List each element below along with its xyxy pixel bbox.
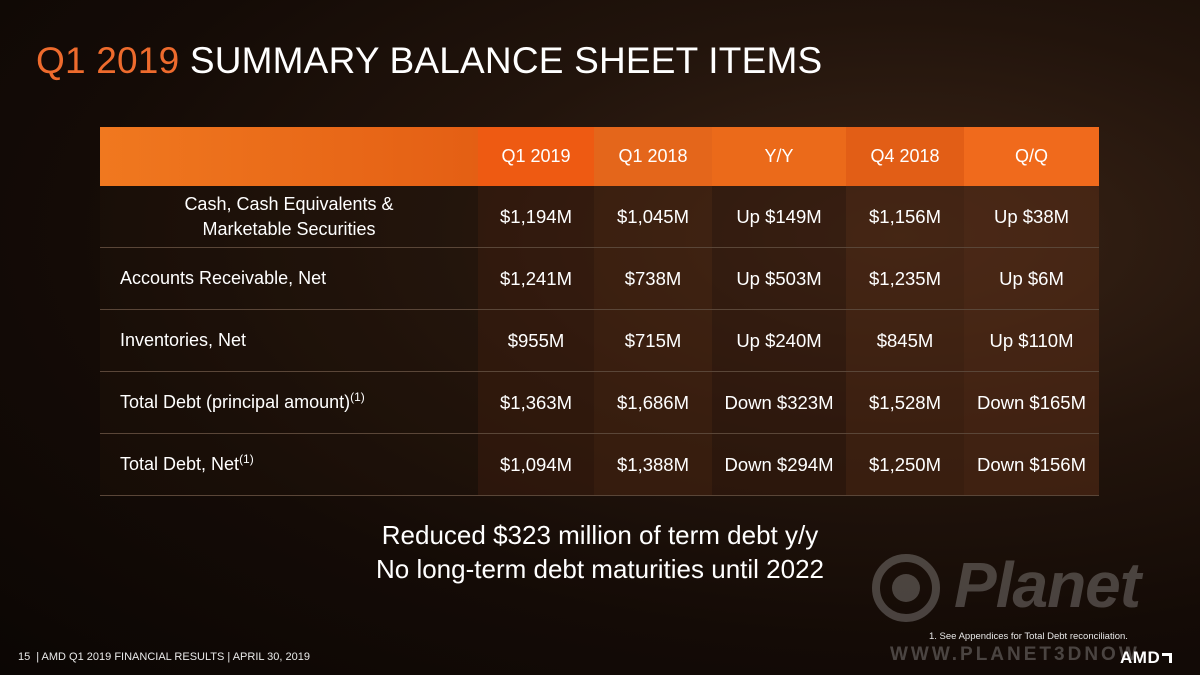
- column-header-qq: Q/Q: [964, 127, 1099, 186]
- cell-value: $1,045M: [594, 186, 712, 248]
- cell-value: $1,388M: [594, 433, 712, 496]
- cell-value: Up $503M: [712, 247, 846, 310]
- column-header-yy: Y/Y: [712, 127, 846, 186]
- footer-text: | AMD Q1 2019 FINANCIAL RESULTS | APRIL …: [36, 651, 310, 663]
- cell-value: $845M: [846, 309, 964, 372]
- row-label-total-debt-net-text: Total Debt, Net: [120, 454, 240, 474]
- cell-value: Up $110M: [964, 309, 1099, 372]
- cell-value: Up $38M: [964, 186, 1099, 248]
- table-row-total-debt: Total Debt (principal amount)(1) $1,363M…: [100, 371, 1099, 434]
- row-label-inventories: Inventories, Net: [100, 309, 478, 372]
- row-label-cash-line2: Marketable Securities: [202, 218, 376, 239]
- page-number: 15: [18, 651, 31, 663]
- column-header-q1-2018: Q1 2018: [594, 127, 712, 186]
- summary-line-1: Reduced $323 million of term debt y/y: [381, 520, 819, 550]
- cell-value: $1,250M: [846, 433, 964, 496]
- planet3dnow-watermark: Planet WWW.PLANET3DNOW: [868, 548, 1198, 670]
- amd-logo-text: AMD: [1120, 648, 1161, 667]
- watermark-brand: Planet: [954, 549, 1141, 621]
- cell-value: $955M: [478, 309, 594, 372]
- footnote: 1. See Appendices for Total Debt reconci…: [929, 631, 1128, 642]
- summary-line-2: No long-term debt maturities until 2022: [375, 554, 824, 584]
- cell-value: $1,235M: [846, 247, 964, 310]
- page-title: Q1 2019 SUMMARY BALANCE SHEET ITEMS: [36, 40, 822, 82]
- cell-value: $1,686M: [594, 371, 712, 434]
- watermark-url: WWW.PLANET3DNOW: [890, 644, 1140, 665]
- row-label-total-debt: Total Debt (principal amount)(1): [100, 371, 478, 434]
- table-row-inventories: Inventories, Net $955M $715M Up $240M $8…: [100, 309, 1099, 372]
- cell-value: $1,094M: [478, 433, 594, 496]
- cell-value: Up $149M: [712, 186, 846, 248]
- row-label-cash-line1: Cash, Cash Equivalents &: [184, 193, 394, 214]
- column-header-q1-2019: Q1 2019: [478, 127, 594, 186]
- cell-value: $1,363M: [478, 371, 594, 434]
- cell-value: $1,241M: [478, 247, 594, 310]
- footnote-ref: (1): [350, 390, 365, 404]
- slide-footer: 15 | AMD Q1 2019 FINANCIAL RESULTS | APRI…: [18, 651, 310, 663]
- watermark-logo-icon: [872, 554, 940, 622]
- header-blank-cell: [100, 127, 478, 186]
- table-row-cash: Cash, Cash Equivalents & Marketable Secur…: [100, 186, 1099, 248]
- amd-arrow-icon: [1162, 653, 1173, 663]
- title-highlight: Q1 2019: [36, 40, 180, 81]
- cell-value: Down $323M: [712, 371, 846, 434]
- table-row-total-debt-net: Total Debt, Net(1) $1,094M $1,388M Down …: [100, 433, 1099, 496]
- cell-value: $1,528M: [846, 371, 964, 434]
- row-label-receivables: Accounts Receivable, Net: [100, 247, 478, 310]
- cell-value: Down $156M: [964, 433, 1099, 496]
- cell-value: Down $294M: [712, 433, 846, 496]
- cell-value: $1,194M: [478, 186, 594, 248]
- footnote-ref: (1): [239, 452, 254, 466]
- title-text: SUMMARY BALANCE SHEET ITEMS: [189, 40, 823, 81]
- row-label-total-debt-text: Total Debt (principal amount): [120, 392, 351, 412]
- cell-value: $738M: [594, 247, 712, 310]
- cell-value: $715M: [594, 309, 712, 372]
- column-header-q4-2018: Q4 2018: [846, 127, 964, 186]
- cell-value: Up $6M: [964, 247, 1099, 310]
- cell-value: $1,156M: [846, 186, 964, 248]
- row-label-total-debt-net: Total Debt, Net(1): [100, 433, 478, 496]
- row-label-cash: Cash, Cash Equivalents & Marketable Secur…: [100, 186, 478, 248]
- amd-logo: AMD: [1120, 648, 1173, 668]
- table-row-receivables: Accounts Receivable, Net $1,241M $738M U…: [100, 247, 1099, 310]
- table-header-row: Q1 2019 Q1 2018 Y/Y Q4 2018 Q/Q: [100, 127, 1099, 186]
- balance-sheet-table: Q1 2019 Q1 2018 Y/Y Q4 2018 Q/Q Cash, Ca…: [100, 127, 1099, 496]
- cell-value: Down $165M: [964, 371, 1099, 434]
- summary-text: Reduced $323 million of term debt y/y No…: [300, 518, 900, 586]
- cell-value: Up $240M: [712, 309, 846, 372]
